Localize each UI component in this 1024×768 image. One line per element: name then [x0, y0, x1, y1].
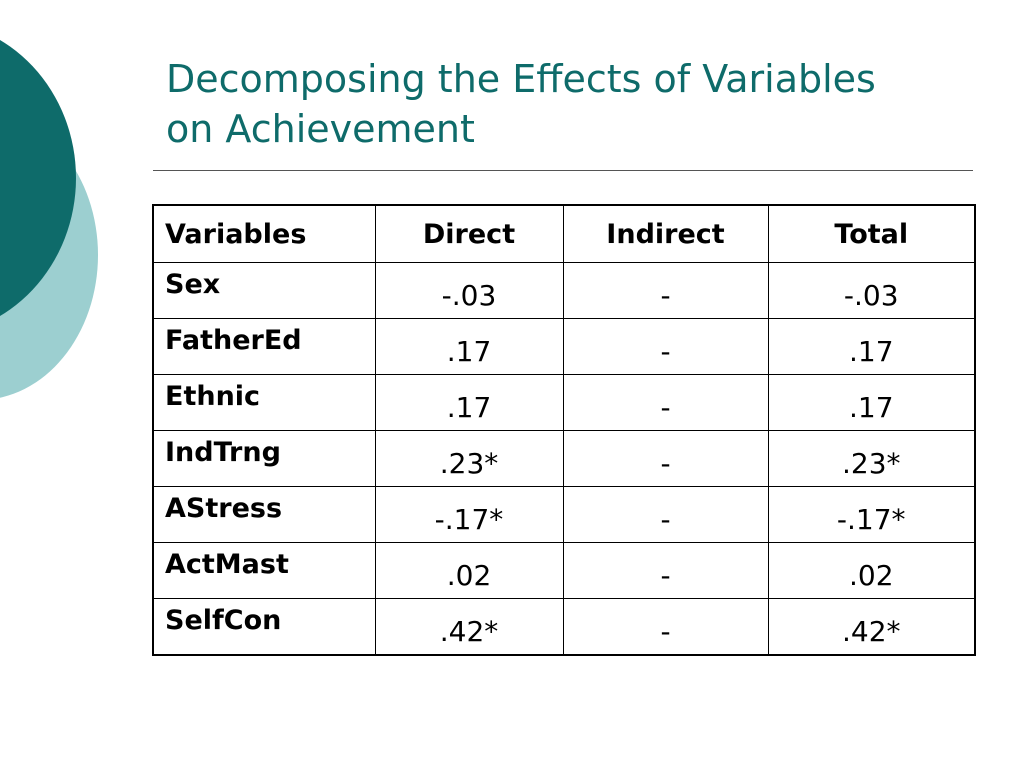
direct-cell: .02 — [374, 542, 564, 599]
indirect-cell: - — [562, 598, 769, 655]
table-row: IndTrng .23* - .23* — [152, 430, 976, 487]
variable-cell: Sex — [152, 262, 376, 319]
total-cell: -.17* — [767, 486, 976, 543]
total-cell: .17 — [767, 374, 976, 431]
direct-cell: -.03 — [374, 262, 564, 319]
table-row: Sex -.03 - -.03 — [152, 262, 976, 319]
variable-cell: SelfCon — [152, 598, 376, 655]
indirect-cell: - — [562, 262, 769, 319]
total-cell: -.03 — [767, 262, 976, 319]
slide-title: Decomposing the Effects of Variables on … — [166, 54, 986, 154]
direct-cell: .17 — [374, 374, 564, 431]
direct-cell: .23* — [374, 430, 564, 487]
header-total: Total — [767, 204, 976, 263]
total-cell: .42* — [767, 598, 976, 655]
total-cell: .02 — [767, 542, 976, 599]
table-header-row: Variables Direct Indirect Total — [152, 204, 976, 263]
total-cell: .17 — [767, 318, 976, 375]
indirect-cell: - — [562, 542, 769, 599]
slide-title-line-1: Decomposing the Effects of Variables — [166, 57, 876, 101]
variable-cell: ActMast — [152, 542, 376, 599]
indirect-cell: - — [562, 374, 769, 431]
table-row: Ethnic .17 - .17 — [152, 374, 976, 431]
indirect-cell: - — [562, 430, 769, 487]
indirect-cell: - — [562, 318, 769, 375]
slide-title-line-2: on Achievement — [166, 107, 475, 151]
effects-table: Variables Direct Indirect Total Sex -.03… — [152, 204, 976, 656]
table-row: FatherEd .17 - .17 — [152, 318, 976, 375]
variable-cell: FatherEd — [152, 318, 376, 375]
header-variables: Variables — [152, 204, 376, 263]
header-direct: Direct — [374, 204, 564, 263]
title-divider — [153, 170, 973, 171]
direct-cell: .42* — [374, 598, 564, 655]
variable-cell: Ethnic — [152, 374, 376, 431]
variable-cell: IndTrng — [152, 430, 376, 487]
header-indirect: Indirect — [562, 204, 769, 263]
table-row: ActMast .02 - .02 — [152, 542, 976, 599]
table-row: AStress -.17* - -.17* — [152, 486, 976, 543]
variable-cell: AStress — [152, 486, 376, 543]
total-cell: .23* — [767, 430, 976, 487]
indirect-cell: - — [562, 486, 769, 543]
direct-cell: .17 — [374, 318, 564, 375]
table-row: SelfCon .42* - .42* — [152, 598, 976, 655]
direct-cell: -.17* — [374, 486, 564, 543]
